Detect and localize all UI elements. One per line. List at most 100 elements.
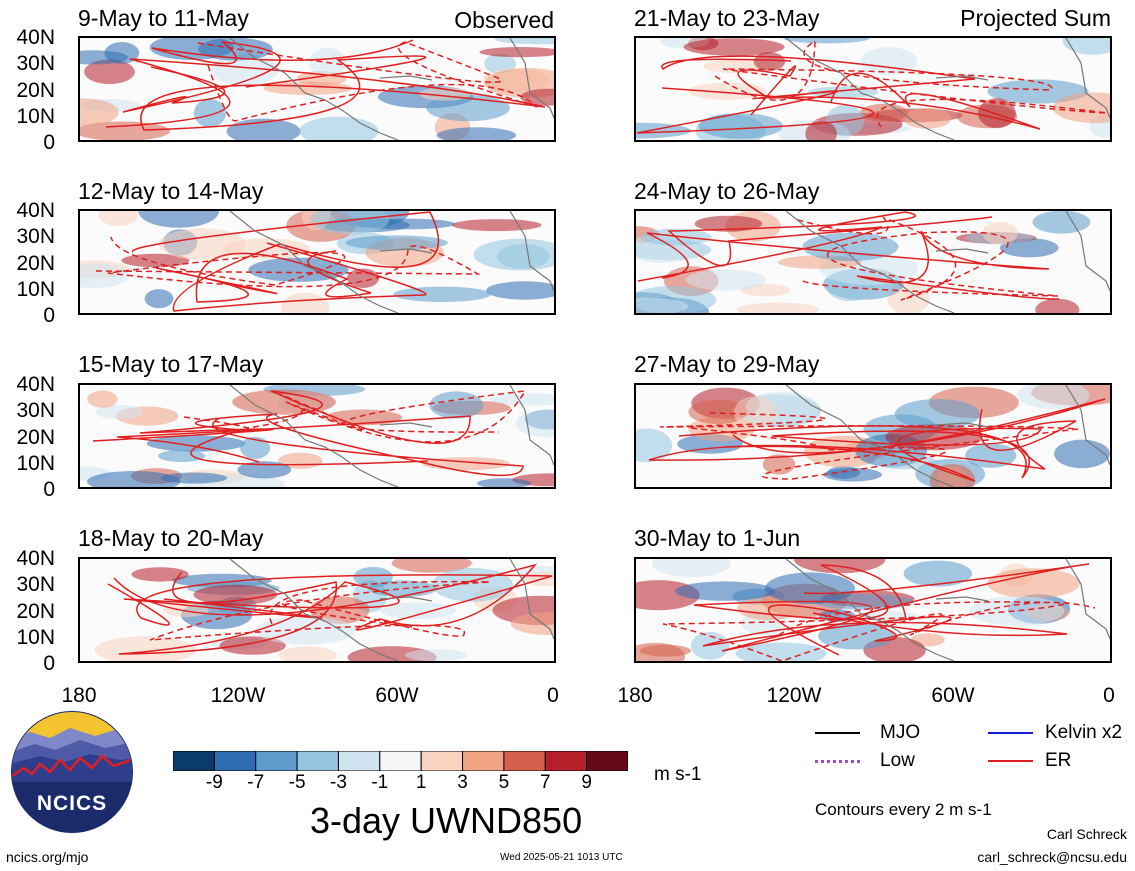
lat-tick: 40N xyxy=(16,373,55,396)
anomaly-shading xyxy=(80,121,170,140)
lat-tick: 40N xyxy=(16,547,55,570)
er-contour xyxy=(793,216,1059,301)
panel-title: 9-May to 11-May xyxy=(78,5,249,31)
colorbar-swatch xyxy=(420,751,464,771)
er-contour xyxy=(105,55,546,131)
panel-title: 12-May to 14-May xyxy=(78,178,264,204)
colorbar-swatch xyxy=(379,751,422,771)
lat-tick: 30N xyxy=(16,399,55,422)
er-contour xyxy=(693,563,1090,652)
er-contour xyxy=(132,211,440,312)
anomaly-shading xyxy=(486,281,554,300)
anomaly-shading xyxy=(473,238,554,271)
anomaly-shading xyxy=(1035,298,1080,313)
anomaly-shading xyxy=(80,50,128,65)
anomaly-shading xyxy=(310,211,390,235)
anomaly-shading xyxy=(476,478,531,487)
panel-title: 18-May to 20-May xyxy=(78,525,264,551)
anomaly-shading xyxy=(762,454,796,475)
colorbar-units: m s-1 xyxy=(654,764,702,785)
er-contour xyxy=(702,604,1068,656)
anomaly-shading xyxy=(733,396,778,429)
anomaly-shading xyxy=(138,211,219,228)
anomaly-shading xyxy=(1062,38,1110,55)
colorbar-tick-label: 1 xyxy=(415,772,427,793)
anomaly-shading xyxy=(510,612,554,635)
lat-tick: 0 xyxy=(43,304,55,327)
anomaly-shading xyxy=(698,113,783,139)
colorbar-swatch xyxy=(544,751,588,771)
legend-line-mjo xyxy=(815,732,860,734)
anomaly-shading xyxy=(753,52,786,71)
anomaly-shading xyxy=(685,269,767,291)
map-shading xyxy=(636,559,1110,661)
anomaly-shading xyxy=(736,302,820,313)
anomaly-shading xyxy=(87,390,118,408)
map-panel-projected-3 xyxy=(634,383,1112,489)
ncics-logo-icon xyxy=(11,711,133,833)
legend-line-er xyxy=(988,760,1033,762)
lat-tick: 30N xyxy=(16,225,55,248)
colorbar-swatch xyxy=(255,751,298,771)
coastline xyxy=(229,211,554,313)
colorbar-tick-label: -3 xyxy=(330,772,347,793)
panel-title: 21-May to 23-May xyxy=(634,5,820,31)
projected-sum-label: Projected Sum xyxy=(960,5,1111,31)
anomaly-shading xyxy=(452,219,542,232)
er-contour xyxy=(678,425,1043,482)
anomaly-shading xyxy=(278,646,337,661)
colorbar-swatch xyxy=(586,751,628,771)
anomaly-shading xyxy=(1032,211,1091,234)
colorbar-swatch xyxy=(296,751,339,771)
map-shading xyxy=(94,559,554,661)
map-shading xyxy=(80,38,554,140)
colorbar-tick-label: 3 xyxy=(457,772,468,793)
anomaly-shading xyxy=(429,391,484,419)
er-contour xyxy=(714,39,1108,128)
anomaly-shading xyxy=(688,82,767,100)
anomaly-shading xyxy=(636,428,673,463)
er-contour xyxy=(118,571,400,655)
colorbar-swatch xyxy=(213,751,257,771)
anomaly-shading xyxy=(193,584,278,605)
anomaly-shading xyxy=(494,38,554,45)
anomaly-shading xyxy=(823,467,882,482)
er-contour xyxy=(190,413,524,477)
anomaly-shading xyxy=(146,435,246,452)
panel-title: 24-May to 26-May xyxy=(634,178,820,204)
lat-tick: 10N xyxy=(16,452,55,475)
anomaly-shading xyxy=(489,393,554,406)
anomaly-shading xyxy=(436,127,517,140)
map-panel-projected-1 xyxy=(634,36,1112,142)
er-contour xyxy=(122,39,414,113)
anomaly-shading xyxy=(380,602,456,619)
anomaly-shading xyxy=(391,559,472,573)
lat-tick: 10N xyxy=(16,626,55,649)
lat-tick: 30N xyxy=(16,573,55,596)
legend-label-kelvin: Kelvin x2 xyxy=(1045,722,1123,743)
er-contour xyxy=(737,65,1041,130)
anomaly-shading xyxy=(237,461,292,479)
map-shading xyxy=(80,385,554,487)
anomaly-shading xyxy=(80,98,119,126)
anomaly-shading xyxy=(688,416,756,442)
map-shading xyxy=(636,385,1110,487)
anomaly-shading xyxy=(987,568,1080,599)
colorbar-tick-label: 7 xyxy=(539,772,551,793)
map-shading xyxy=(80,211,554,313)
er-contour xyxy=(648,398,1106,470)
anomaly-shading xyxy=(636,122,691,139)
er-contour xyxy=(149,580,491,641)
footer-timestamp: Wed 2025-05-21 1013 UTC xyxy=(500,852,623,863)
anomaly-shading xyxy=(426,95,510,122)
map-panel-projected-4 xyxy=(634,557,1112,663)
legend-line-low xyxy=(815,760,860,763)
anomaly-shading xyxy=(193,99,226,128)
ncics-logo: NCICS xyxy=(10,710,134,834)
anomaly-shading xyxy=(345,235,448,250)
colorbar-swatches xyxy=(173,751,628,771)
anomaly-shading xyxy=(674,581,775,601)
anomaly-shading xyxy=(158,449,206,462)
anomaly-shading xyxy=(860,47,918,75)
colorbar-swatch xyxy=(173,751,215,771)
